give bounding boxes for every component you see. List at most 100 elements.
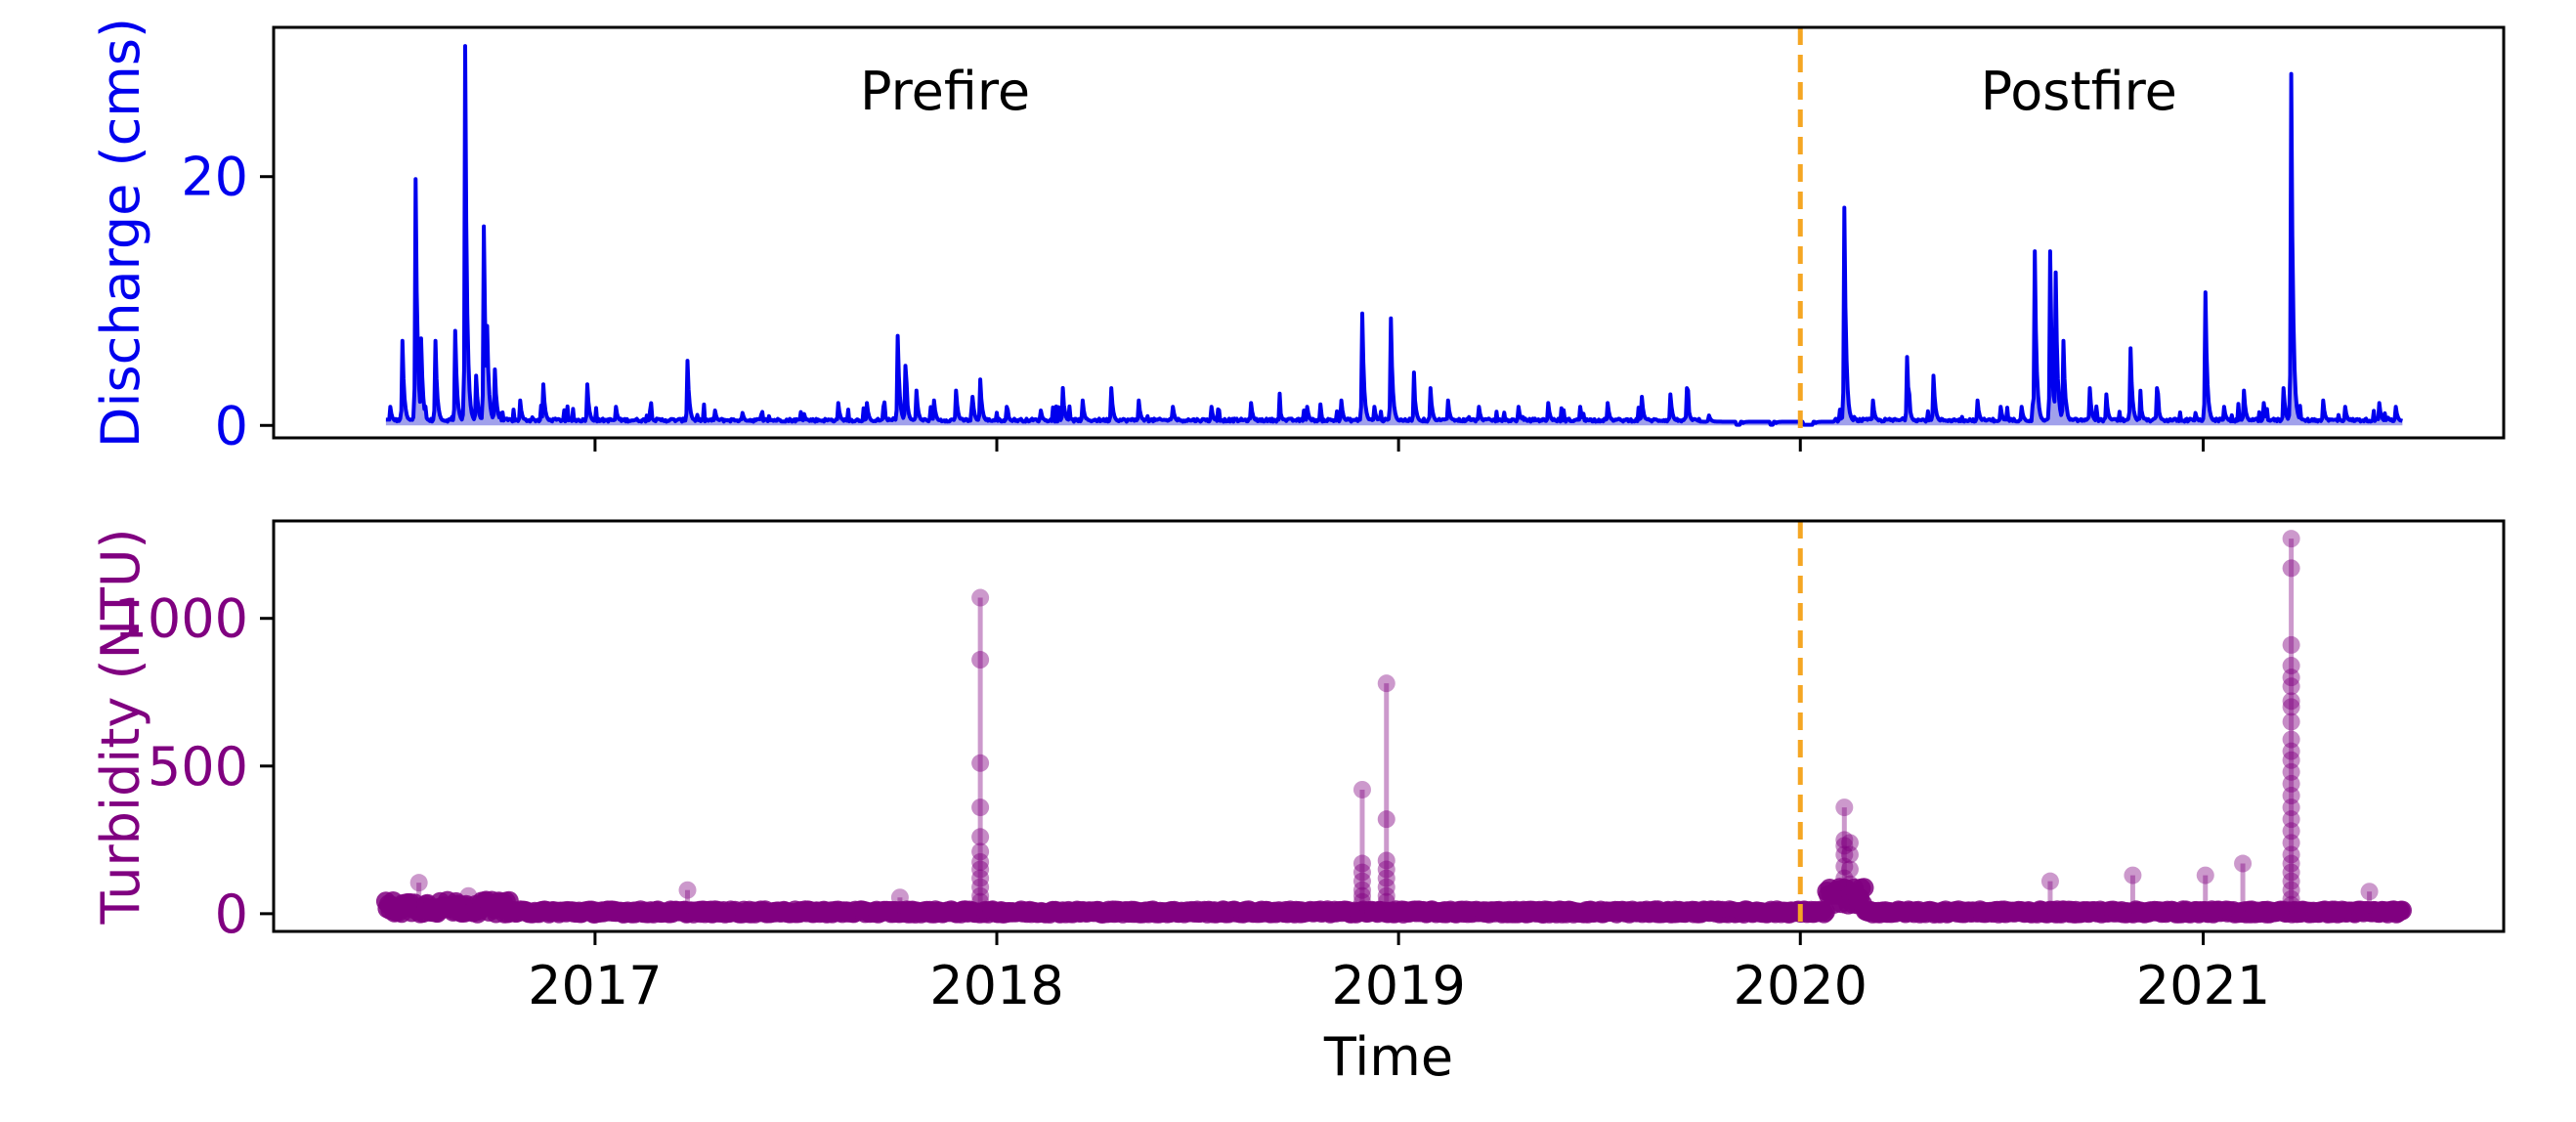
turbidity-point: [971, 754, 990, 772]
turbidity-peak-point: [890, 888, 909, 907]
turbidity-point: [2282, 730, 2300, 749]
turbidity-point: [1840, 834, 1859, 852]
turbidity-peak-point: [459, 886, 478, 905]
turbidity-point: [1377, 892, 1395, 911]
turbidity-point: [971, 798, 990, 817]
turbidity-point: [1835, 857, 1854, 876]
turbidity-point: [1352, 886, 1371, 905]
x-tick-label: 2019: [1331, 955, 1465, 1016]
panel-0: Prefire Postfire 0 20 Discharge (cms): [90, 18, 2506, 456]
turbidity-point: [1840, 884, 1859, 902]
turbidity-peak-point: [2282, 530, 2300, 548]
turbidity-point: [971, 651, 990, 669]
turbidity-point: [1840, 860, 1859, 879]
turbidity-point: [1352, 881, 1371, 899]
turbidity-point: [971, 852, 990, 871]
turbidity-point: [2282, 872, 2300, 890]
y-axis-label: Discharge (cms): [90, 18, 151, 448]
turbidity-point: [2282, 559, 2300, 578]
turbidity-point: [1377, 810, 1395, 829]
turbidity-point: [1377, 860, 1395, 879]
y-tick-label: 1000: [114, 588, 248, 650]
turbidity-point: [1377, 878, 1395, 896]
turbidity-peak-point: [2040, 872, 2059, 890]
turbidity-peak-point: [678, 881, 697, 899]
turbidity-point: [2282, 787, 2300, 805]
axes-frame: [272, 25, 2506, 440]
turbidity-point: [971, 869, 990, 887]
turbidity-peak-point: [1377, 674, 1395, 693]
turbidity-point: [1835, 837, 1854, 855]
turbidity-point: [971, 892, 990, 911]
turbidity-point: [2282, 863, 2300, 882]
turbidity-point: [2282, 669, 2300, 687]
turbidity-point: [2282, 822, 2300, 841]
turbidity-point: [971, 828, 990, 846]
turbidity-point: [2282, 677, 2300, 696]
axes-frame: [272, 519, 2506, 933]
turbidity-point: [2282, 895, 2300, 914]
annotation-prefire: Prefire: [860, 61, 1030, 122]
turbidity-point: [2282, 698, 2300, 716]
turbidity-point: [2282, 881, 2300, 899]
turbidity-point: [2282, 834, 2300, 852]
turbidity-point: [1377, 851, 1395, 870]
turbidity-point: [1835, 884, 1854, 902]
turbidity-point: [2282, 657, 2300, 675]
y-tick-label: 0: [215, 395, 248, 456]
turbidity-point: [2282, 810, 2300, 829]
turbidity-point: [1352, 863, 1371, 882]
turbidity-point: [2282, 798, 2300, 817]
turbidity-point: [1352, 892, 1371, 911]
turbidity-point: [1835, 889, 1854, 908]
turbidity-point: [2282, 762, 2300, 781]
turbidity-point: [2282, 845, 2300, 864]
turbidity-point: [1840, 892, 1859, 911]
x-tick-label: 2021: [2136, 955, 2270, 1016]
turbidity-peak-point: [971, 588, 990, 607]
turbidity-point: [2282, 751, 2300, 769]
x-tick-label: 2017: [528, 955, 662, 1016]
turbidity-point: [971, 860, 990, 879]
x-tick-label: 2018: [929, 955, 1063, 1016]
turbidity-point: [2282, 692, 2300, 711]
turbidity-point: [1352, 854, 1371, 873]
turbidity-point: [1835, 845, 1854, 864]
turbidity-point: [1835, 831, 1854, 849]
plot-area-0: [385, 44, 2404, 427]
turbidity-point: [2282, 854, 2300, 873]
turbidity-point: [1377, 869, 1395, 887]
turbidity-point: [1854, 878, 1874, 898]
y-tick-label: 500: [148, 736, 248, 798]
turbidity-point: [2392, 900, 2412, 921]
turbidity-peak-point: [2234, 854, 2253, 873]
turbidity-point: [2282, 635, 2300, 654]
plot-area-1: [375, 530, 2412, 924]
turbidity-peak-point: [1352, 780, 1371, 798]
turbidity-point: [2282, 774, 2300, 793]
turbidity-peak-point: [409, 874, 428, 892]
turbidity-peak-point: [2196, 866, 2214, 885]
annotation-postfire: Postfire: [1981, 61, 2177, 122]
turbidity-peak-point: [1835, 798, 1854, 817]
turbidity-point: [1835, 878, 1854, 896]
x-axis-label: Time: [1323, 1026, 1453, 1088]
turbidity-point: [1840, 845, 1859, 864]
turbidity-point: [971, 886, 990, 905]
y-tick-label: 0: [215, 884, 248, 945]
turbidity-point: [971, 842, 990, 861]
turbidity-point: [2282, 712, 2300, 731]
turbidity-peak-point: [2360, 883, 2379, 901]
turbidity-point: [2282, 889, 2300, 908]
panel-1: 0 500 1000 2017 2018 2019 2020 2021 Turbidity (N…: [90, 519, 2506, 1088]
turbidity-point: [1352, 872, 1371, 890]
turbidity-peak-point: [2124, 866, 2142, 885]
turbidity-point: [2282, 742, 2300, 760]
turbidity-point: [1840, 875, 1859, 893]
x-tick-label: 2020: [1734, 955, 1868, 1016]
y-tick-label: 20: [181, 147, 248, 208]
turbidity-point: [1835, 869, 1854, 887]
turbidity-point: [971, 878, 990, 896]
